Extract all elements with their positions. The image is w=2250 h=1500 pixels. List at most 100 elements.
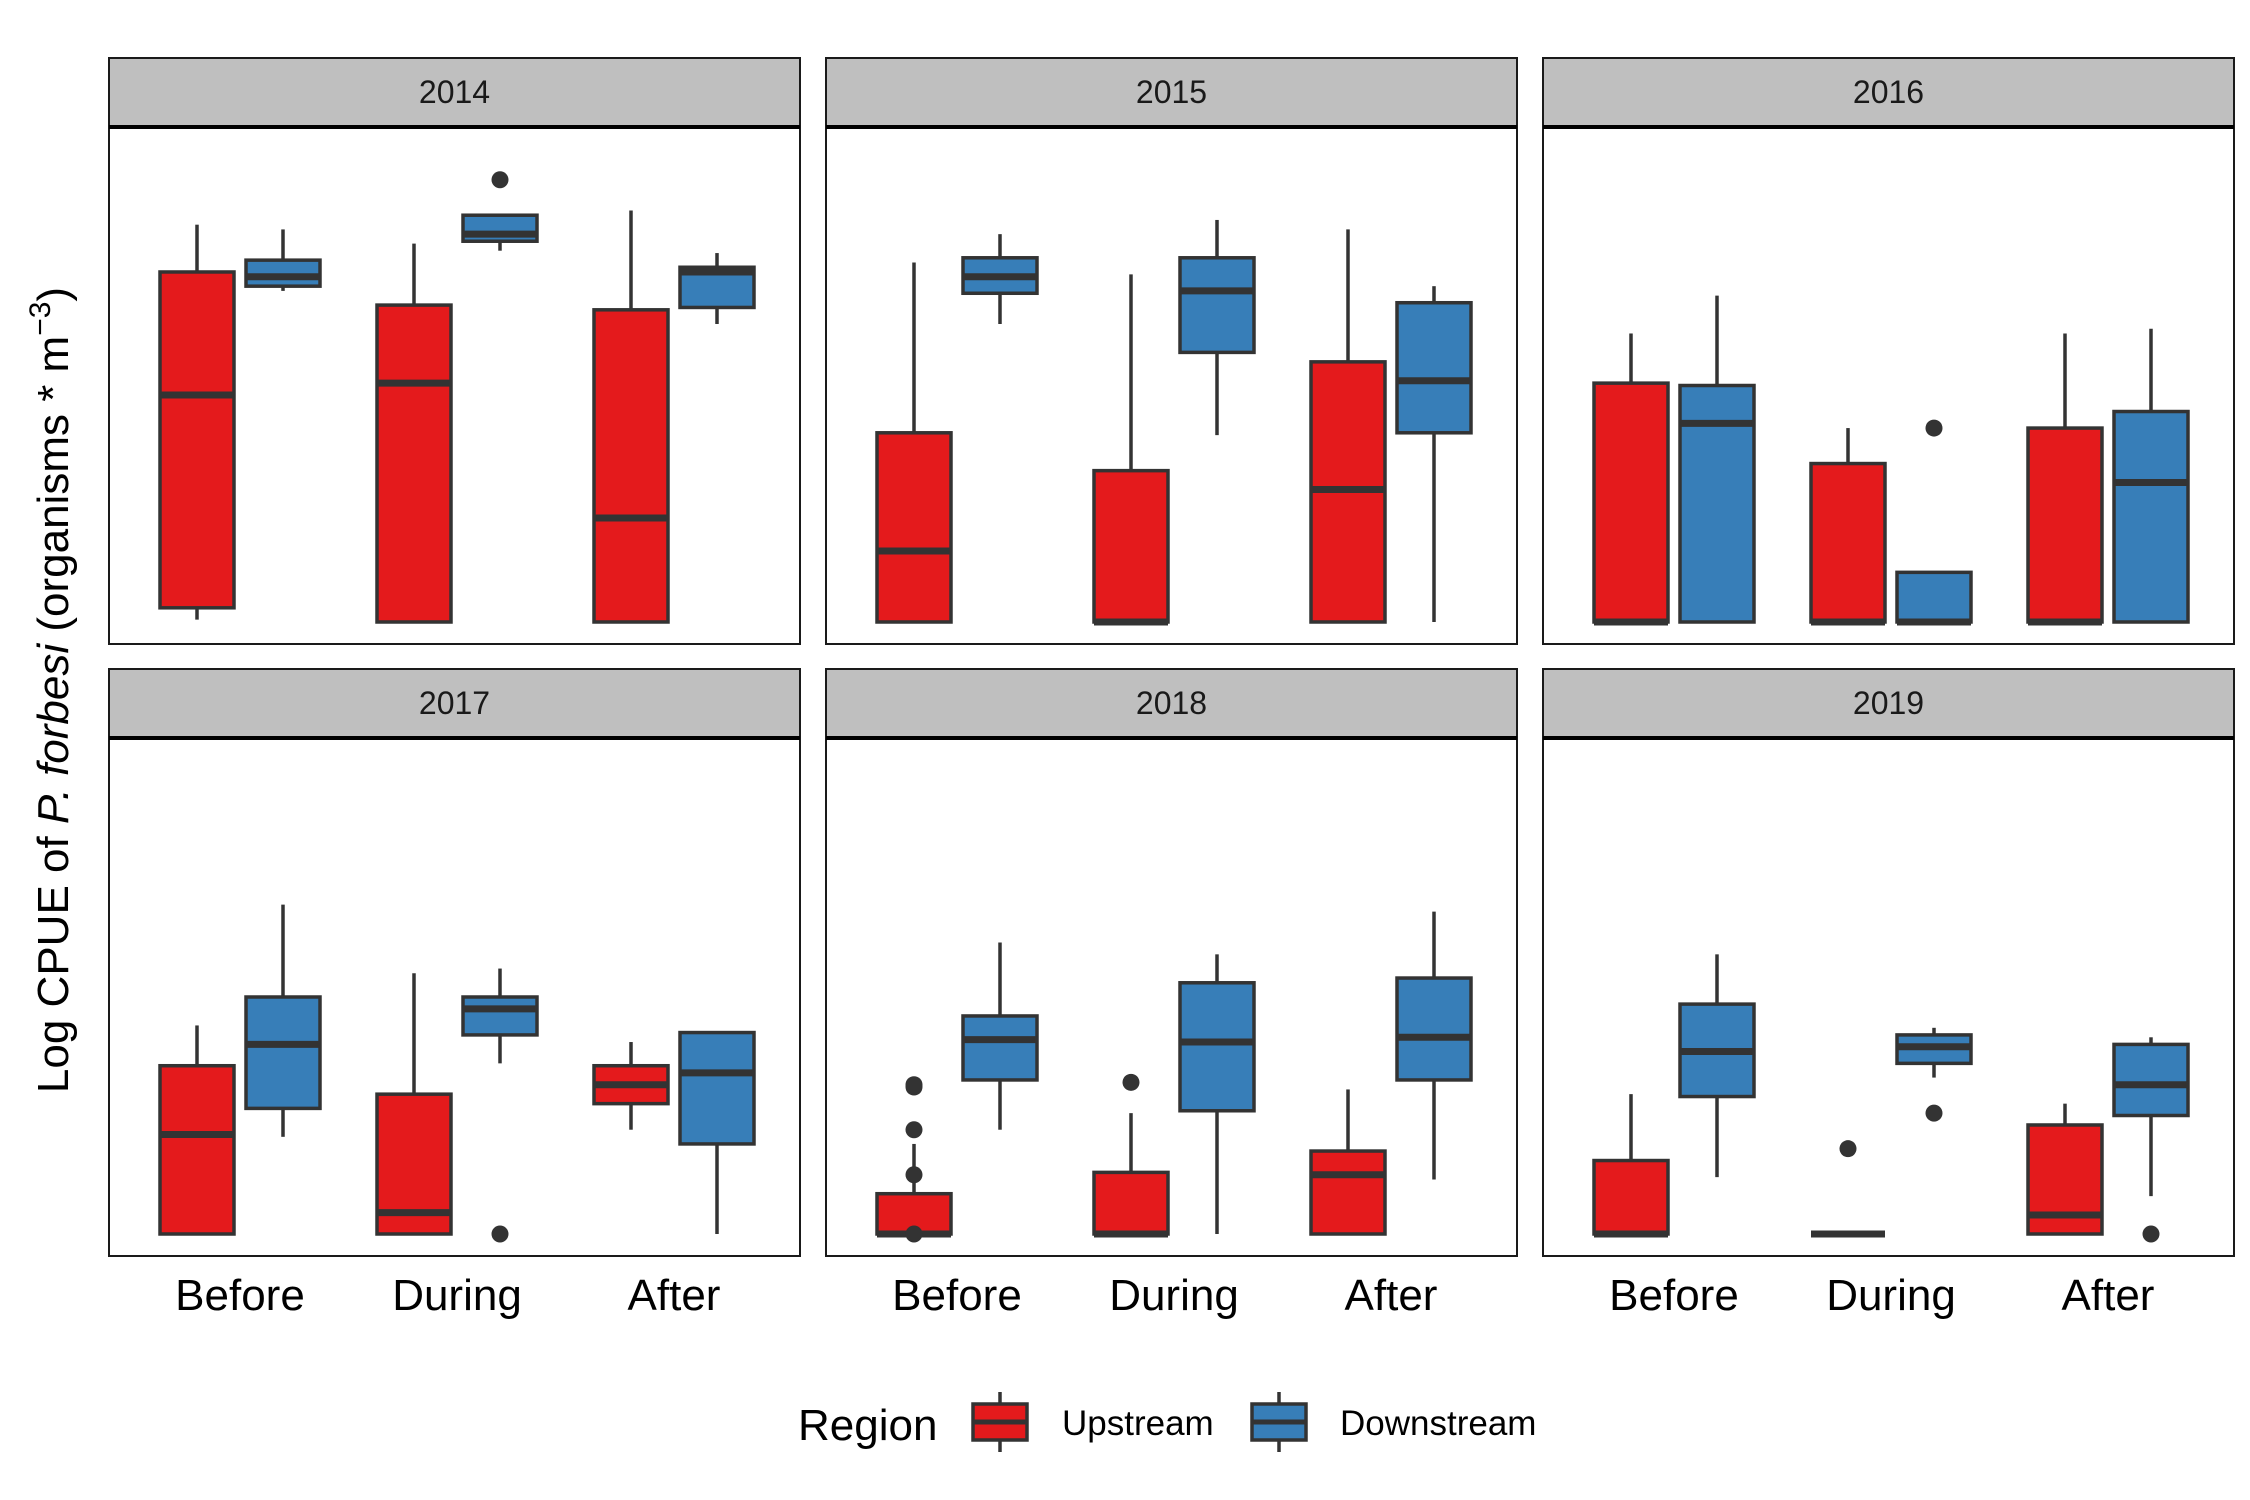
- box-downstream: [461, 968, 539, 1243]
- outlier-point: [1122, 1073, 1140, 1091]
- box-iqr: [1592, 1158, 1670, 1236]
- box-upstream: [1592, 1094, 1670, 1238]
- box-upstream: [1809, 428, 1887, 626]
- box-iqr: [1895, 570, 1973, 624]
- box-iqr: [1092, 1170, 1170, 1236]
- box-upstream: [2026, 1103, 2104, 1236]
- box-iqr: [1395, 300, 1473, 435]
- facet-label: 2018: [1136, 685, 1207, 721]
- panel-2017: 2017: [108, 668, 801, 1257]
- box-downstream: [1395, 911, 1473, 1180]
- box-downstream: [1678, 954, 1756, 1178]
- facet-strip: [108, 57, 801, 127]
- box-upstream: [592, 210, 670, 624]
- facet-panels: 2014 2015 2016 2017 Before During After 2018 Bef…: [108, 57, 2235, 1320]
- box-iqr: [1178, 256, 1256, 355]
- x-tick-label: After: [1345, 1271, 1438, 1320]
- box-iqr: [1309, 1149, 1387, 1236]
- panel-2018: 2018: [825, 668, 1518, 1257]
- box-iqr: [2026, 426, 2104, 624]
- box-iqr: [875, 431, 953, 624]
- box-upstream: [875, 1076, 953, 1243]
- x-tick-label: After: [2062, 1271, 2155, 1320]
- x-tick-label: During: [392, 1271, 522, 1320]
- facet-label: 2014: [419, 74, 490, 110]
- box-iqr: [244, 258, 322, 288]
- facet-label: 2016: [1853, 74, 1924, 110]
- box-downstream: [1678, 295, 1756, 624]
- box-downstream: [461, 171, 539, 251]
- legend: Region Upstream Downstream: [798, 1392, 1536, 1452]
- outlier-point: [905, 1121, 923, 1139]
- box-downstream: [1178, 954, 1256, 1234]
- facet-label: 2019: [1853, 685, 1924, 721]
- box-iqr: [1092, 468, 1170, 624]
- box-upstream: [592, 1042, 670, 1130]
- box-downstream: [1895, 419, 1973, 626]
- box-iqr: [678, 1030, 756, 1146]
- box-upstream: [875, 262, 953, 624]
- box-iqr: [1592, 381, 1670, 624]
- panel-2016: 2016: [1542, 57, 2235, 645]
- box-iqr: [461, 995, 539, 1037]
- box-iqr: [2112, 1042, 2190, 1118]
- box-downstream: [1178, 219, 1256, 436]
- box-iqr: [244, 995, 322, 1111]
- box-iqr: [158, 270, 236, 610]
- box-downstream: [961, 942, 1039, 1130]
- facet-strip: [825, 57, 1518, 127]
- box-iqr: [1178, 981, 1256, 1113]
- x-tick-label: Before: [1609, 1271, 1739, 1320]
- outlier-point: [491, 171, 509, 189]
- legend-entry-upstream: Upstream: [971, 1392, 1214, 1452]
- box-downstream: [678, 253, 756, 325]
- box-upstream: [375, 973, 453, 1236]
- x-tick-label: Before: [892, 1271, 1022, 1320]
- box-upstream: [158, 1025, 236, 1236]
- outlier-point: [905, 1225, 923, 1243]
- box-upstream: [1592, 333, 1670, 626]
- facet-label: 2017: [419, 685, 490, 721]
- x-tick-label: During: [1826, 1271, 1956, 1320]
- panel-2019: 2019: [1542, 668, 2235, 1257]
- facet-strip: [1542, 668, 2235, 738]
- facet-strip: [108, 668, 801, 738]
- box-iqr: [158, 1063, 236, 1236]
- box-iqr: [592, 308, 670, 624]
- box-iqr: [375, 303, 453, 624]
- box-downstream: [961, 234, 1039, 325]
- legend-label: Downstream: [1340, 1404, 1536, 1443]
- outlier-point: [905, 1076, 923, 1094]
- box-downstream: [2112, 1037, 2190, 1243]
- box-downstream: [678, 1030, 756, 1234]
- box-upstream: [158, 224, 236, 620]
- legend-entry-downstream: Downstream: [1250, 1392, 1536, 1452]
- box-upstream: [375, 243, 453, 624]
- box-iqr: [961, 1014, 1039, 1082]
- box-upstream: [1092, 274, 1170, 626]
- box-upstream: [1309, 1089, 1387, 1236]
- box-upstream: [1811, 1140, 1885, 1238]
- outlier-point: [1925, 419, 1943, 437]
- box-upstream: [2026, 333, 2104, 626]
- panel-2015: 2015: [825, 57, 1518, 645]
- legend-title: Region: [798, 1401, 937, 1450]
- box-downstream: [1395, 286, 1473, 622]
- box-iqr: [2112, 409, 2190, 624]
- x-tick-label: During: [1109, 1271, 1239, 1320]
- legend-label: Upstream: [1062, 1404, 1214, 1443]
- outlier-point: [491, 1225, 509, 1243]
- x-tick-label: Before: [175, 1271, 305, 1320]
- box-downstream: [1895, 1027, 1973, 1122]
- outlier-point: [905, 1166, 923, 1184]
- box-upstream: [1309, 229, 1387, 624]
- x-tick-label: After: [628, 1271, 721, 1320]
- panel-2014: 2014: [108, 57, 801, 645]
- outlier-point: [1925, 1104, 1943, 1122]
- facet-strip: [825, 668, 1518, 738]
- box-downstream: [244, 904, 322, 1137]
- facet-label: 2015: [1136, 74, 1207, 110]
- outlier-point: [1839, 1140, 1857, 1158]
- outlier-point: [2142, 1225, 2160, 1243]
